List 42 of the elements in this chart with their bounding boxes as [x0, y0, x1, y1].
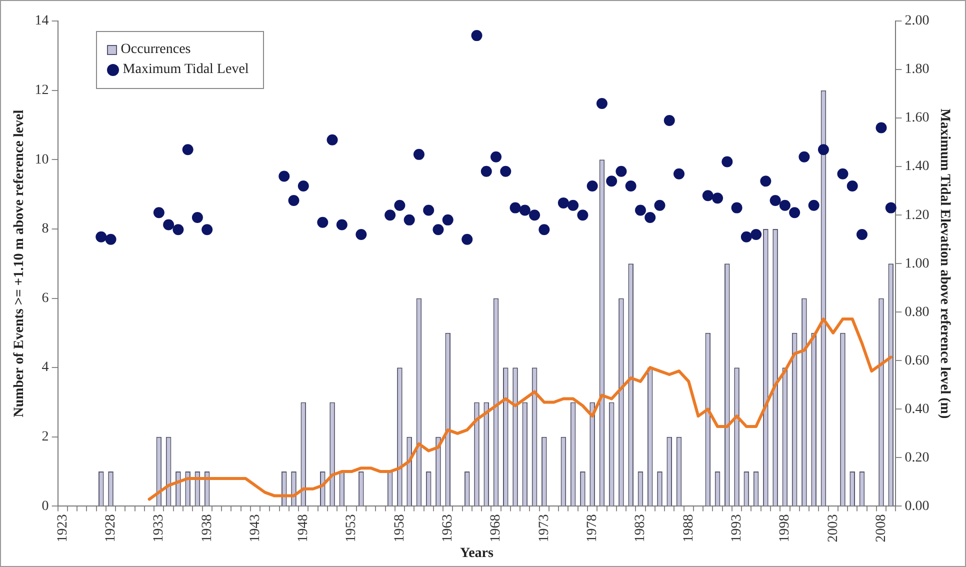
y2-tick-label: 0.60	[904, 353, 930, 368]
y2-tick-label: 0.20	[904, 450, 930, 466]
x-tick-label: 1968	[488, 514, 504, 542]
x-tick-label: 1998	[778, 514, 793, 542]
y2-tick-label: 1.00	[904, 256, 930, 272]
x-tick-label: 1978	[584, 514, 600, 542]
y2-tick-label: 0.00	[904, 498, 930, 514]
y-tick-label: 0	[42, 498, 49, 514]
y2-axis-title: Maximum Tidal Elevation above reference level (m)	[936, 108, 952, 419]
y2-tick-label: 1.60	[904, 110, 930, 126]
y2-tick-label: 0.40	[904, 402, 930, 417]
y2-tick-label: 0.80	[904, 304, 930, 320]
x-tick-label: 1993	[729, 514, 744, 542]
x-tick-label: 1983	[633, 514, 648, 542]
y-tick-label: 8	[42, 222, 49, 237]
x-tick-label: 1963	[440, 514, 456, 542]
x-tick-label: 2008	[874, 514, 889, 542]
y-tick-label: 10	[34, 152, 49, 168]
x-axis-title: Years	[460, 546, 494, 562]
x-tick-label: 1988	[681, 514, 696, 542]
x-tick-label: 1928	[103, 514, 118, 542]
y-tick-label: 14	[34, 14, 49, 29]
x-tick-label: 2003	[826, 514, 841, 542]
x-tick-label: 1973	[536, 514, 552, 542]
x-tick-label: 1943	[248, 514, 263, 542]
x-tick-label: 1958	[392, 514, 408, 542]
x-tick-label: 1923	[55, 514, 70, 542]
x-tick-label: 1938	[200, 514, 215, 542]
legend-label: Maximum Tidal Level	[122, 62, 249, 78]
y2-tick-label: 2.00	[904, 14, 930, 29]
y-axis-title: Number of Events >= +1.10 m above reference level	[12, 110, 28, 418]
y-tick-label: 12	[34, 82, 49, 98]
legend-label: Occurrences	[120, 42, 191, 58]
x-tick-label: 1948	[296, 514, 312, 542]
y2-tick-label: 1.80	[904, 62, 930, 78]
x-tick-label: 1933	[152, 514, 167, 542]
y2-tick-label: 1.40	[904, 159, 930, 174]
x-tick-label: 1953	[344, 514, 360, 542]
y-tick-label: 6	[42, 290, 49, 306]
y-tick-label: 2	[42, 430, 49, 445]
y2-tick-label: 1.20	[904, 208, 930, 223]
y-tick-label: 4	[42, 360, 49, 376]
